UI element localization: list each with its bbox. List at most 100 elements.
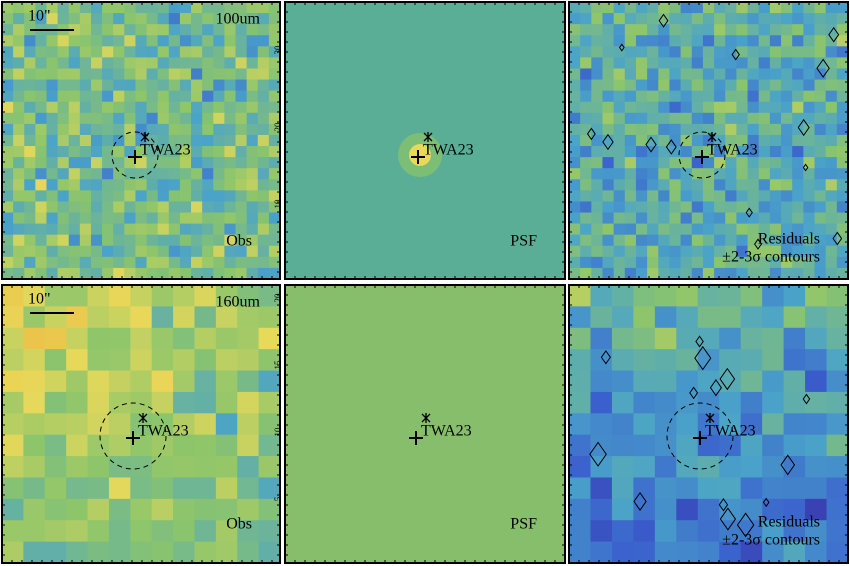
- pixel: [191, 267, 203, 279]
- pixel: [758, 101, 771, 114]
- pixel: [762, 434, 785, 457]
- pixel: [691, 168, 704, 180]
- pixel: [224, 256, 237, 269]
- pixel: [590, 370, 613, 393]
- pixel: [714, 35, 726, 47]
- pixel: [168, 267, 181, 279]
- pixel: [836, 57, 848, 69]
- pixel: [79, 234, 92, 247]
- pixel: [781, 212, 793, 225]
- pixel: [602, 90, 615, 103]
- pixel: [13, 57, 25, 69]
- pixel: [235, 157, 248, 169]
- pixel: [680, 168, 693, 180]
- corner-label: PSF: [510, 233, 537, 250]
- pixel: [569, 157, 581, 169]
- pixel: [257, 256, 270, 269]
- pixel: [814, 157, 827, 169]
- pixel: [235, 101, 248, 114]
- pixel: [224, 123, 237, 136]
- pixel: [669, 256, 682, 269]
- pixel: [691, 112, 704, 125]
- pixel: [130, 413, 153, 436]
- pixel: [2, 413, 24, 436]
- pixel: [157, 68, 170, 81]
- pixel: [268, 35, 280, 47]
- pixel: [680, 190, 693, 202]
- pixel: [624, 112, 637, 125]
- pixel: [157, 24, 170, 36]
- pixel: [792, 13, 804, 25]
- pixel: [569, 477, 591, 500]
- pixel: [624, 24, 637, 36]
- pixel: [237, 306, 260, 329]
- pixel: [624, 168, 637, 180]
- pixel: [719, 477, 742, 500]
- pixel: [781, 190, 793, 202]
- pixel: [194, 413, 217, 436]
- pixel: [697, 541, 720, 563]
- pixel: [46, 212, 59, 225]
- pixel: [215, 285, 238, 307]
- pixel: [202, 90, 214, 103]
- pixel: [68, 90, 81, 103]
- pixel: [591, 24, 603, 36]
- pixel: [825, 46, 838, 58]
- pixel: [90, 79, 103, 92]
- pixel: [781, 24, 793, 36]
- pixel: [191, 256, 203, 269]
- pixel: [669, 179, 682, 191]
- pixel: [702, 123, 715, 136]
- pixel: [194, 456, 217, 478]
- pixel: [57, 90, 70, 103]
- pixel: [725, 90, 737, 103]
- pixel: [792, 134, 804, 147]
- pixel: [814, 267, 827, 279]
- pixel: [825, 35, 838, 47]
- pixel: [202, 79, 214, 92]
- pixel: [747, 256, 760, 269]
- pixel: [590, 434, 613, 457]
- pixel: [669, 101, 682, 114]
- pixel: [580, 223, 592, 236]
- pixel: [68, 68, 81, 81]
- pixel: [113, 179, 125, 191]
- pixel: [90, 112, 103, 125]
- pixel: [57, 68, 70, 81]
- pixel: [173, 520, 195, 543]
- pixel: [2, 13, 14, 25]
- pixel: [714, 57, 726, 69]
- pixel: [235, 256, 248, 269]
- pixel: [113, 68, 125, 81]
- pixel: [135, 157, 148, 169]
- pixel: [814, 68, 827, 81]
- pixel: [44, 498, 67, 521]
- pixel: [246, 2, 259, 14]
- pixel: [130, 391, 153, 414]
- pixel: [825, 2, 838, 14]
- pixel: [87, 456, 110, 478]
- pixel: [647, 24, 659, 36]
- pixel: [113, 13, 125, 25]
- pixel: [680, 256, 693, 269]
- pixel: [725, 134, 737, 147]
- contour: [719, 367, 736, 391]
- pixel: [79, 90, 92, 103]
- pixel: [792, 223, 804, 236]
- pixel: [44, 434, 67, 457]
- contour: [731, 48, 740, 61]
- pixel: [825, 79, 838, 92]
- pixel: [268, 79, 280, 92]
- pixel: [202, 157, 214, 169]
- pixel: [580, 101, 592, 114]
- pixel: [168, 234, 181, 247]
- pixel: [624, 157, 637, 169]
- pixel: [758, 190, 771, 202]
- pixel: [246, 212, 259, 225]
- pixel: [224, 267, 237, 279]
- pixel: [680, 179, 693, 191]
- pixel: [569, 327, 591, 350]
- pixel: [13, 46, 25, 58]
